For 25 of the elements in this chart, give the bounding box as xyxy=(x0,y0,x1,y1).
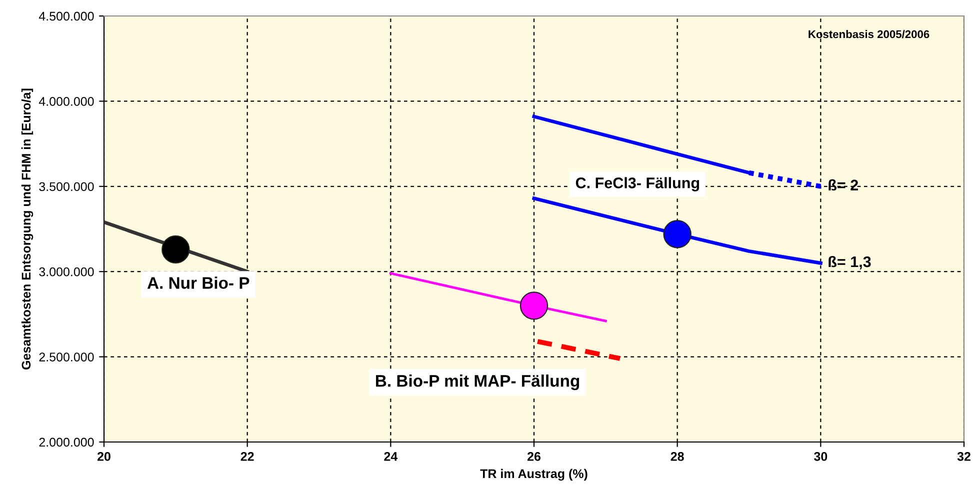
annotation: Kostenbasis 2005/2006 xyxy=(808,30,930,38)
annotation: ß= 2 xyxy=(828,179,858,190)
annotation: B. Bio-P mit MAP- Fällung xyxy=(376,374,580,390)
y-axis-title: Gesamtkosten Entsorgung und FHM in [Euro/a] xyxy=(21,88,34,370)
point xyxy=(162,235,190,264)
x-tick-label: 30 xyxy=(814,452,828,461)
annotation: A. Nur Bio- P xyxy=(147,276,250,289)
point xyxy=(520,292,548,320)
x-tick-label: 24 xyxy=(384,452,398,461)
line-series xyxy=(532,196,822,265)
y-tick-label: 3.000.000 xyxy=(39,267,94,276)
annotation: ß= 1,3 xyxy=(828,256,871,270)
point xyxy=(663,220,692,248)
x-tick-label: 32 xyxy=(957,452,970,461)
y-tick-label: 4.000.000 xyxy=(38,97,94,106)
x-tick-label: 26 xyxy=(527,452,540,461)
x-tick-label: 22 xyxy=(240,452,254,461)
annotation: C. FeCl3- Fällung xyxy=(576,177,700,192)
y-tick-label: 4.500.000 xyxy=(38,12,94,21)
x-tick-label: 20 xyxy=(97,452,110,461)
y-tick-label: 2.000.000 xyxy=(39,438,94,447)
y-tick-label: 3.500.000 xyxy=(39,182,94,192)
y-tick-label: 2.500.000 xyxy=(39,352,94,362)
x-axis-title: TR im Austrag (%) xyxy=(480,468,588,481)
x-tick-label: 28 xyxy=(670,452,684,461)
